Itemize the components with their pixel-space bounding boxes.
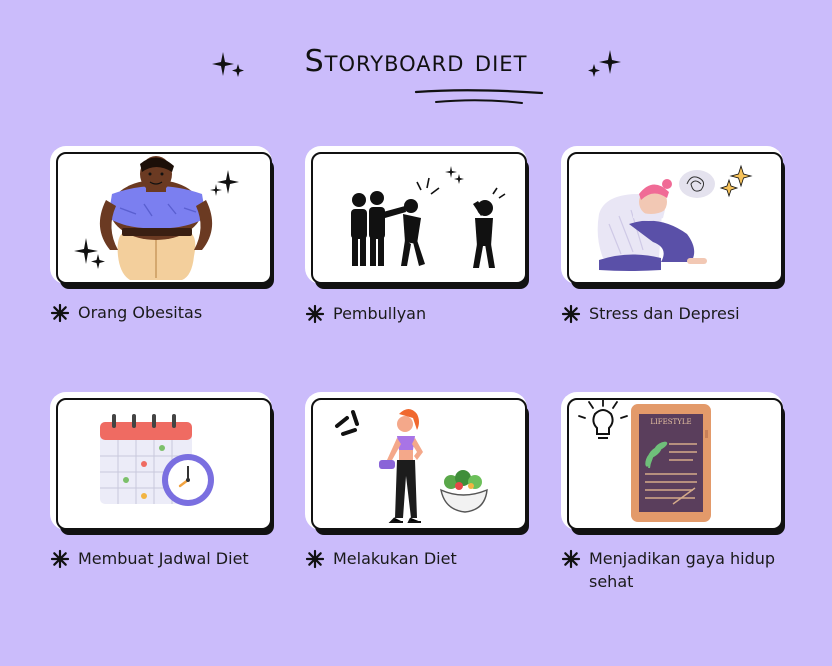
asterisk-bullet-icon bbox=[561, 304, 581, 324]
asterisk-bullet-icon bbox=[50, 549, 70, 569]
storyboard-card-5 bbox=[305, 392, 527, 532]
asterisk-bullet-icon bbox=[561, 549, 581, 569]
card-caption-2: Pembullyan bbox=[305, 302, 525, 325]
card-caption-5: Melakukan Diet bbox=[305, 547, 525, 570]
fitness-woman-salad-illustration bbox=[335, 409, 488, 523]
asterisk-bullet-icon bbox=[305, 304, 325, 324]
storyboard-card-2 bbox=[305, 146, 527, 286]
asterisk-bullet-icon bbox=[305, 549, 325, 569]
tablet-lifestyle-label: LIFESTYLE bbox=[650, 418, 691, 426]
obese-woman-illustration bbox=[74, 156, 239, 280]
bullying-pictogram bbox=[351, 166, 506, 268]
storyboard-card-6: LIFESTYLE bbox=[561, 392, 783, 532]
storyboard-card-3 bbox=[561, 146, 783, 286]
stressed-person-illustration bbox=[597, 164, 753, 271]
storyboard-card-4 bbox=[50, 392, 272, 532]
storyboard-card-1 bbox=[50, 146, 272, 286]
card-caption-1: Orang Obesitas bbox=[50, 301, 270, 324]
lifestyle-tablet-illustration: LIFESTYLE bbox=[578, 400, 711, 522]
page-title: Storyboard diet bbox=[304, 44, 528, 79]
asterisk-bullet-icon bbox=[50, 303, 70, 323]
card-caption-4: Membuat Jadwal Diet bbox=[50, 547, 280, 570]
title-underline bbox=[414, 89, 544, 104]
card-caption-6: Menjadikan gaya hidup sehat bbox=[561, 547, 791, 593]
card-caption-3: Stress dan Depresi bbox=[561, 302, 791, 325]
calendar-clock-illustration bbox=[100, 414, 214, 506]
sparkle-icon bbox=[588, 50, 621, 77]
sparkle-icon bbox=[212, 52, 244, 77]
